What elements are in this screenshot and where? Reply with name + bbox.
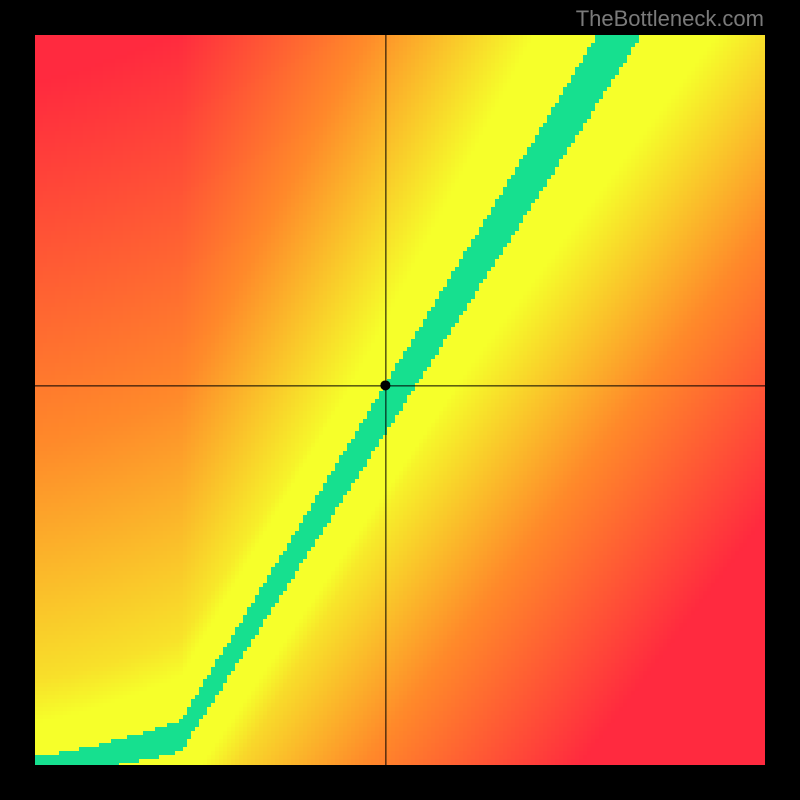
bottleneck-heatmap-canvas — [0, 0, 800, 800]
watermark-text: TheBottleneck.com — [576, 6, 764, 32]
chart-container: TheBottleneck.com — [0, 0, 800, 800]
